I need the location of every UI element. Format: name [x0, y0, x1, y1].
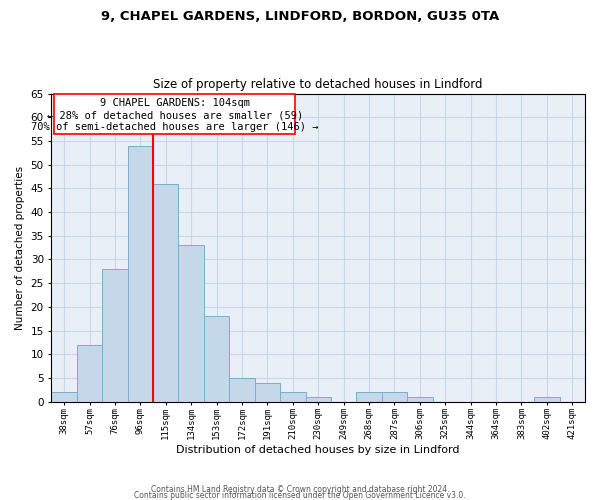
Bar: [356, 392, 382, 402]
Bar: [255, 382, 280, 402]
Bar: [229, 378, 255, 402]
X-axis label: Distribution of detached houses by size in Lindford: Distribution of detached houses by size …: [176, 445, 460, 455]
Bar: [128, 146, 153, 402]
Bar: [305, 397, 331, 402]
Text: Contains public sector information licensed under the Open Government Licence v3: Contains public sector information licen…: [134, 490, 466, 500]
Text: 9 CHAPEL GARDENS: 104sqm: 9 CHAPEL GARDENS: 104sqm: [100, 98, 250, 108]
Bar: [407, 397, 433, 402]
Title: Size of property relative to detached houses in Lindford: Size of property relative to detached ho…: [154, 78, 483, 91]
Bar: [153, 184, 178, 402]
Bar: [54, 94, 295, 134]
Bar: [102, 269, 128, 402]
Text: 70% of semi-detached houses are larger (146) →: 70% of semi-detached houses are larger (…: [31, 122, 319, 132]
Bar: [178, 245, 204, 402]
Bar: [534, 397, 560, 402]
Bar: [77, 345, 102, 402]
Bar: [204, 316, 229, 402]
Text: 9, CHAPEL GARDENS, LINDFORD, BORDON, GU35 0TA: 9, CHAPEL GARDENS, LINDFORD, BORDON, GU3…: [101, 10, 499, 23]
Bar: [280, 392, 305, 402]
Bar: [382, 392, 407, 402]
Text: ← 28% of detached houses are smaller (59): ← 28% of detached houses are smaller (59…: [47, 110, 303, 120]
Text: Contains HM Land Registry data © Crown copyright and database right 2024.: Contains HM Land Registry data © Crown c…: [151, 484, 449, 494]
Y-axis label: Number of detached properties: Number of detached properties: [15, 166, 25, 330]
Bar: [52, 392, 77, 402]
